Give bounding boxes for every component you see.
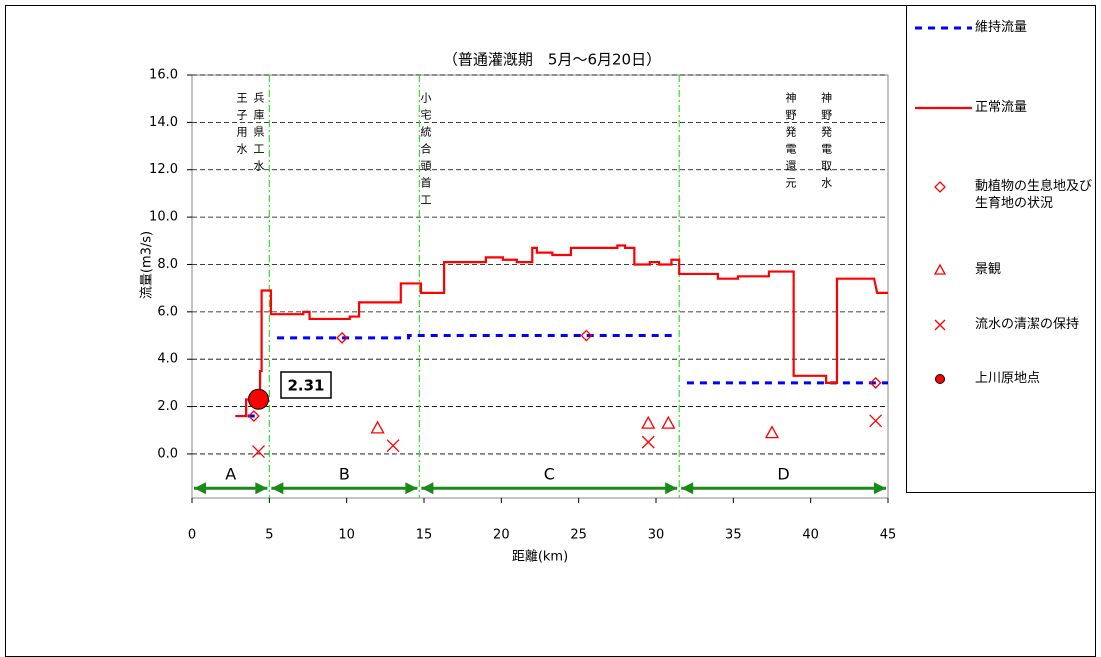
- x-tick-label: 20: [493, 528, 510, 543]
- y-tick-label: 14.0: [149, 115, 178, 130]
- y-tick-label: 6.0: [157, 304, 178, 319]
- arrow-head: [665, 482, 678, 495]
- y-axis-label: 流量(m3/s): [140, 231, 155, 299]
- y-tick-label: 8.0: [157, 257, 178, 272]
- diamond-marker: [580, 329, 593, 342]
- value-label-box: [280, 371, 332, 399]
- x-tick-label: 5: [265, 528, 273, 543]
- legend-swatch: [933, 263, 947, 275]
- x-axis-label: 距離(km): [512, 550, 568, 565]
- annotation: 兵庫県工水: [252, 92, 265, 177]
- legend-label: 動植物の生息地及び生育地の状況: [975, 179, 1093, 211]
- x-tick-label: 45: [880, 528, 897, 543]
- legend-entry: 維持流量: [975, 20, 1028, 35]
- arrow-head: [271, 482, 284, 495]
- arrow-head: [405, 482, 418, 495]
- triangle-marker: [661, 415, 676, 429]
- segment-label: A: [225, 465, 236, 484]
- normal-flow-line: [235, 244, 888, 418]
- arrow-head: [255, 482, 268, 495]
- chart-title: （普通灌漑期 5月～6月20日）: [443, 51, 661, 69]
- segment-label: D: [777, 465, 789, 484]
- value-label: 2.31: [287, 377, 324, 395]
- y-tick-label: 4.0: [157, 352, 178, 367]
- diamond-marker: [336, 331, 348, 344]
- y-tick-label: 12.0: [149, 162, 178, 177]
- arrow-head: [874, 482, 886, 495]
- y-tick-label: 2.0: [157, 399, 178, 414]
- legend-swatch: [935, 374, 945, 384]
- legend-entry: 流水の清潔の保持: [975, 317, 1080, 332]
- annotation: 王子用水: [235, 92, 248, 160]
- segment-label: B: [339, 465, 350, 484]
- annotation: 神野発電取水: [820, 91, 833, 194]
- triangle-marker: [764, 425, 780, 439]
- arrow-head: [421, 482, 434, 495]
- legend-label: 維持流量: [975, 20, 1028, 35]
- legend-frame: [906, 5, 1096, 493]
- x-tick-label: 25: [570, 528, 587, 543]
- triangle-marker: [641, 415, 656, 429]
- diamond-marker: [247, 410, 260, 422]
- legend-entry: 景観: [975, 262, 1002, 277]
- diamond-marker: [869, 376, 882, 389]
- annotation: 小宅統合頭首工: [419, 92, 432, 211]
- legend-entry: 上川原地点: [975, 371, 1041, 386]
- annotation: 神野発電還元: [784, 91, 797, 194]
- legend-swatch: [934, 181, 946, 193]
- legend-label: 上川原地点: [975, 371, 1041, 386]
- legend-entry: 正常流量: [975, 100, 1028, 115]
- x-tick-label: 10: [338, 528, 355, 543]
- y-tick-label: 0.0: [157, 446, 178, 461]
- cross-marker: [386, 439, 400, 453]
- arrow-head: [681, 482, 694, 495]
- x-tick-label: 35: [725, 528, 742, 543]
- y-tick-label: 10.0: [149, 210, 178, 225]
- arrow-head: [194, 482, 206, 495]
- cross-marker: [641, 435, 655, 449]
- segment-label: C: [544, 465, 555, 484]
- y-tick-label: 16.0: [149, 68, 178, 83]
- legend-label: 正常流量: [975, 100, 1028, 115]
- legend-label: 景観: [975, 262, 1002, 277]
- point-marker: [248, 388, 270, 410]
- legend-swatch: [934, 319, 946, 331]
- x-tick-label: 15: [416, 528, 433, 543]
- x-tick-label: 30: [648, 528, 665, 543]
- cross-marker: [252, 445, 265, 459]
- maintenance-flow-line: [247, 334, 888, 418]
- legend-entry: 動植物の生息地及び生育地の状況: [975, 179, 1093, 211]
- x-tick-label: 40: [802, 528, 819, 543]
- cross-marker: [869, 414, 883, 428]
- x-tick-label: 0: [188, 528, 196, 543]
- legend-label: 流水の清潔の保持: [975, 317, 1080, 332]
- triangle-marker: [370, 420, 385, 434]
